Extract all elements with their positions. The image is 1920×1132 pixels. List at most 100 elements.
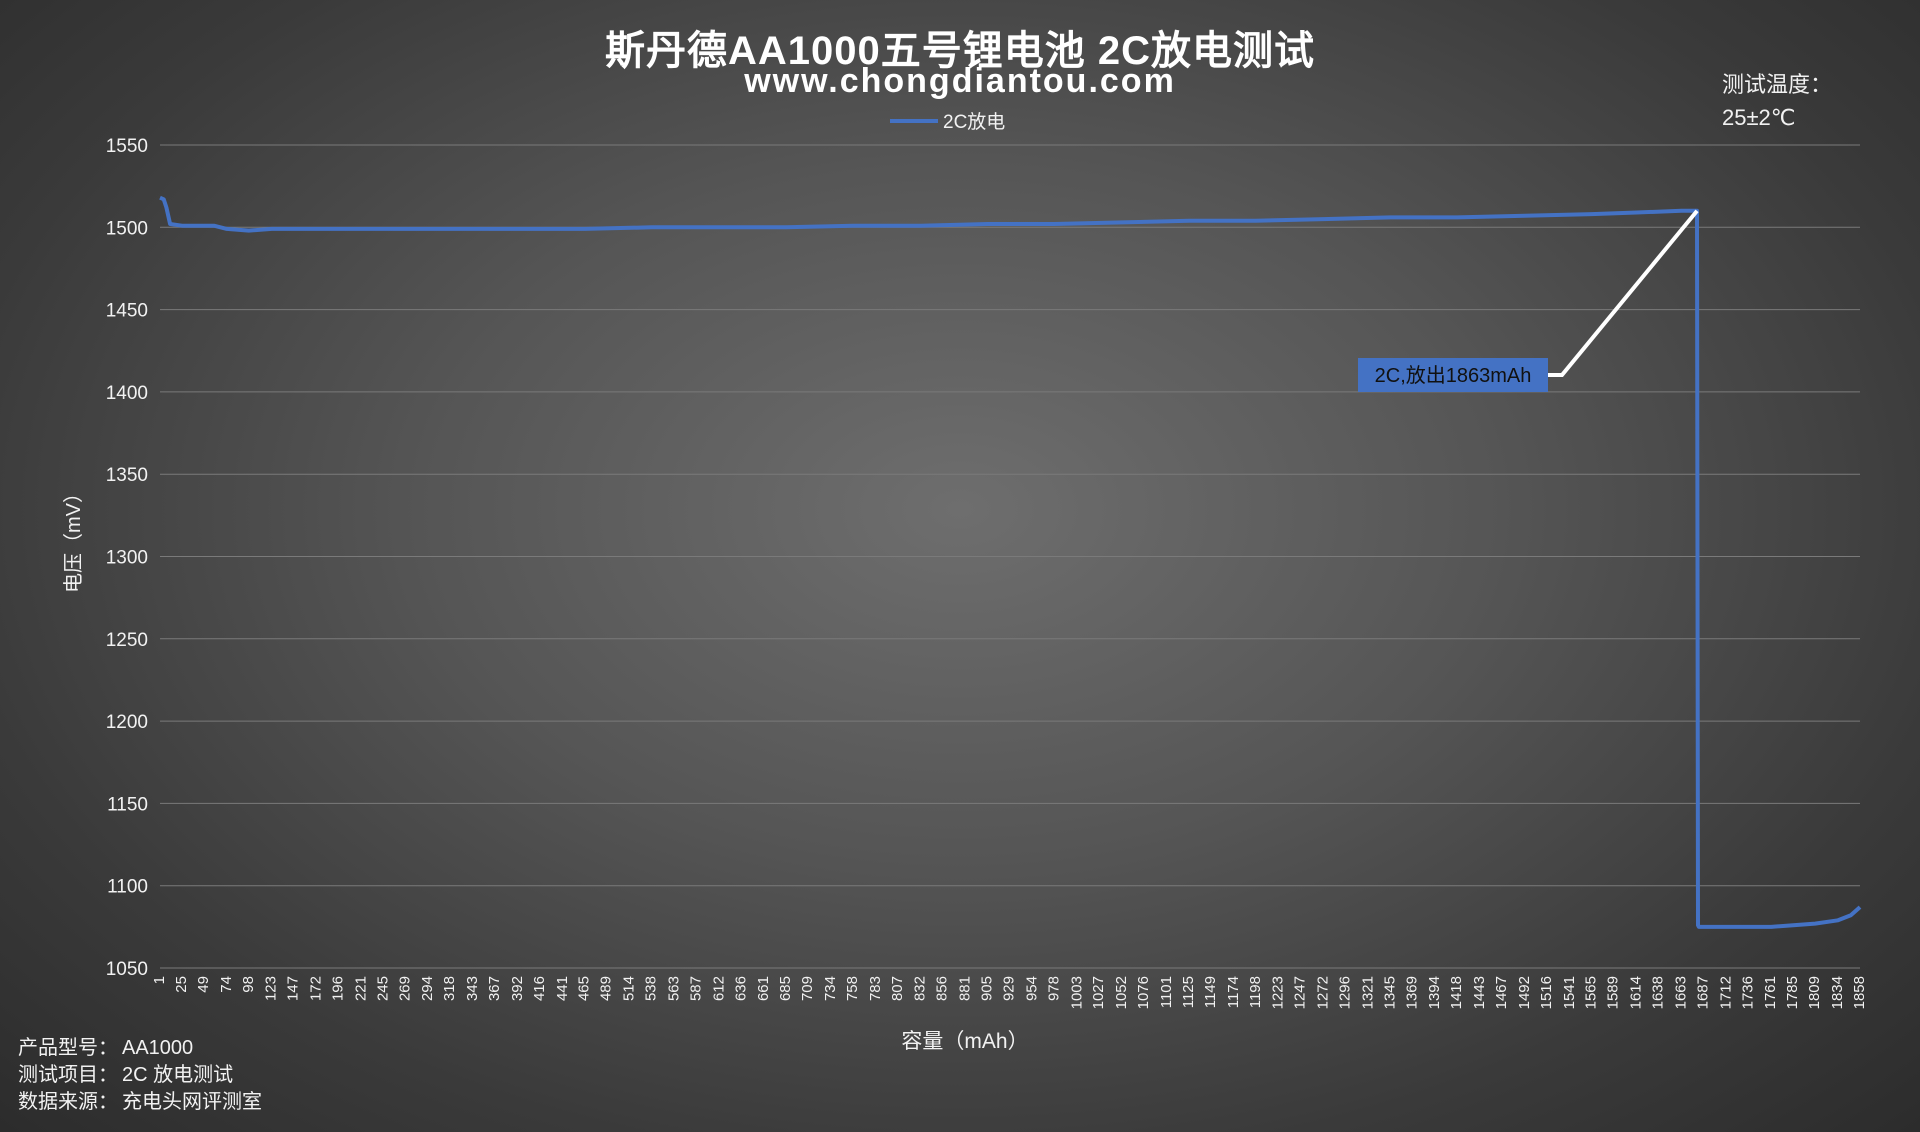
x-tick-label: 1761 (1762, 976, 1779, 1009)
x-tick-label: 758 (844, 976, 861, 1001)
annotation-leader-line (1548, 209, 1699, 377)
x-tick-label: 1 (151, 976, 168, 984)
x-tick-label: 318 (441, 976, 458, 1001)
x-tick-label: 1247 (1292, 976, 1309, 1009)
x-tick-label: 172 (308, 976, 325, 1001)
x-tick-label: 1443 (1471, 976, 1488, 1009)
x-tick-label: 269 (396, 976, 413, 1001)
x-tick-label: 441 (554, 976, 571, 1001)
y-tick-label: 1450 (106, 301, 148, 322)
x-tick-label: 832 (912, 976, 929, 1001)
x-tick-label: 587 (687, 976, 704, 1001)
x-tick-label: 1687 (1694, 976, 1711, 1009)
info-value: 2C 放电测试 (122, 1064, 234, 1086)
temperature-value: 25±2℃ (1722, 105, 1796, 130)
legend: 2C放电 (890, 111, 1005, 133)
x-tick-label: 905 (979, 976, 996, 1001)
x-tick-label: 636 (732, 976, 749, 1001)
x-tick-label: 343 (464, 976, 481, 1001)
x-tick-label: 1394 (1426, 976, 1443, 1009)
x-tick-label: 465 (576, 976, 593, 1001)
annotation-group: 2C,放出1863mAh (1358, 209, 1699, 392)
x-tick-label: 1076 (1135, 976, 1152, 1009)
x-tick-label: 1418 (1448, 976, 1465, 1009)
series-line (159, 195, 1862, 929)
x-tick-label: 709 (799, 976, 816, 1001)
grid-lines (160, 144, 1860, 969)
x-tick-label: 661 (755, 976, 772, 1001)
x-tick-label: 1589 (1605, 976, 1622, 1009)
x-tick-label: 416 (531, 976, 548, 1001)
x-tick-label: 807 (889, 976, 906, 1001)
y-tick-label: 1500 (106, 218, 148, 239)
x-tick-label: 563 (665, 976, 682, 1001)
x-tick-label: 881 (957, 976, 974, 1001)
x-tick-label: 245 (374, 976, 391, 1001)
x-tick-label: 1174 (1225, 976, 1242, 1008)
x-tick-label: 1198 (1247, 976, 1264, 1008)
x-tick-label: 1272 (1315, 976, 1332, 1009)
x-tick-label: 685 (777, 976, 794, 1001)
x-tick-label: 1052 (1113, 976, 1130, 1009)
x-tick-label: 929 (1001, 976, 1018, 1001)
x-tick-label: 1027 (1090, 976, 1107, 1009)
x-tick-label: 978 (1045, 976, 1062, 1001)
x-tick-label: 147 (285, 976, 302, 1001)
x-tick-label: 367 (486, 976, 503, 1001)
y-tick-labels: 1050 1100 1150 1200 1250 1300 1350 1400 1450 1500… (106, 136, 148, 980)
x-tick-label: 1467 (1493, 976, 1510, 1009)
y-tick-label: 1250 (106, 630, 148, 651)
x-tick-label: 1125 (1180, 976, 1197, 1008)
x-tick-label: 74 (218, 976, 235, 993)
series-group (159, 195, 1862, 929)
x-tick-labels: 1 25 49 74 98 123 147 172 196 221 245 269 294 318 343 3… (151, 976, 1868, 1009)
chart-title: 斯丹德AA1000五号锂电池 2C放电测试 (604, 29, 1315, 73)
x-tick-label: 1369 (1403, 976, 1420, 1009)
info-label: 数据来源： (18, 1091, 118, 1113)
x-tick-label: 49 (195, 976, 212, 993)
x-tick-label: 392 (509, 976, 526, 1001)
info-row-model: 产品型号： AA1000 (18, 1035, 266, 1062)
x-tick-label: 1492 (1516, 976, 1533, 1009)
x-axis-label: 容量（mAh） (901, 1030, 1028, 1053)
x-tick-label: 1614 (1628, 976, 1645, 1009)
x-tick-label: 1296 (1336, 976, 1353, 1009)
x-tick-label: 954 (1023, 976, 1040, 1001)
x-tick-label: 1223 (1270, 976, 1287, 1009)
y-tick-label: 1550 (106, 136, 148, 157)
x-tick-label: 538 (643, 976, 660, 1001)
x-tick-label: 1149 (1202, 976, 1219, 1008)
x-tick-label: 1834 (1829, 976, 1846, 1009)
x-tick-label: 25 (173, 976, 190, 993)
x-tick-label: 856 (934, 976, 951, 1001)
y-tick-label: 1350 (106, 465, 148, 486)
x-tick-label: 612 (710, 976, 727, 1001)
x-tick-label: 1809 (1806, 976, 1823, 1009)
x-tick-label: 294 (419, 976, 436, 1001)
x-tick-label: 1785 (1784, 976, 1801, 1009)
info-label: 产品型号： (18, 1037, 118, 1059)
x-tick-label: 1565 (1583, 976, 1600, 1009)
y-tick-label: 1150 (107, 794, 148, 815)
y-tick-label: 1050 (106, 959, 148, 980)
annotation-box (1358, 358, 1548, 392)
y-tick-label: 1300 (106, 548, 148, 569)
y-tick-label: 1400 (106, 383, 148, 404)
info-value: AA1000 (122, 1037, 194, 1059)
chart-subtitle: www.chongdiantou.com (744, 62, 1176, 100)
temperature-label: 测试温度： (1722, 72, 1833, 97)
info-panel: 产品型号： AA1000 测试项目： 2C 放电测试 数据来源： 充电头网评测室 (18, 1035, 266, 1116)
x-tick-label: 1516 (1538, 976, 1555, 1009)
legend-label: 2C放电 (943, 111, 1005, 133)
info-value: 充电头网评测室 (122, 1091, 262, 1113)
y-tick-label: 1100 (107, 877, 148, 898)
y-tick-label: 1200 (106, 712, 148, 733)
x-tick-label: 514 (621, 976, 638, 1001)
x-tick-label: 1663 (1672, 976, 1689, 1009)
x-tick-label: 98 (240, 976, 257, 993)
x-tick-label: 1638 (1650, 976, 1667, 1009)
info-row-test: 测试项目： 2C 放电测试 (18, 1062, 266, 1089)
x-tick-label: 1345 (1381, 976, 1398, 1009)
x-tick-label: 1736 (1739, 976, 1756, 1009)
